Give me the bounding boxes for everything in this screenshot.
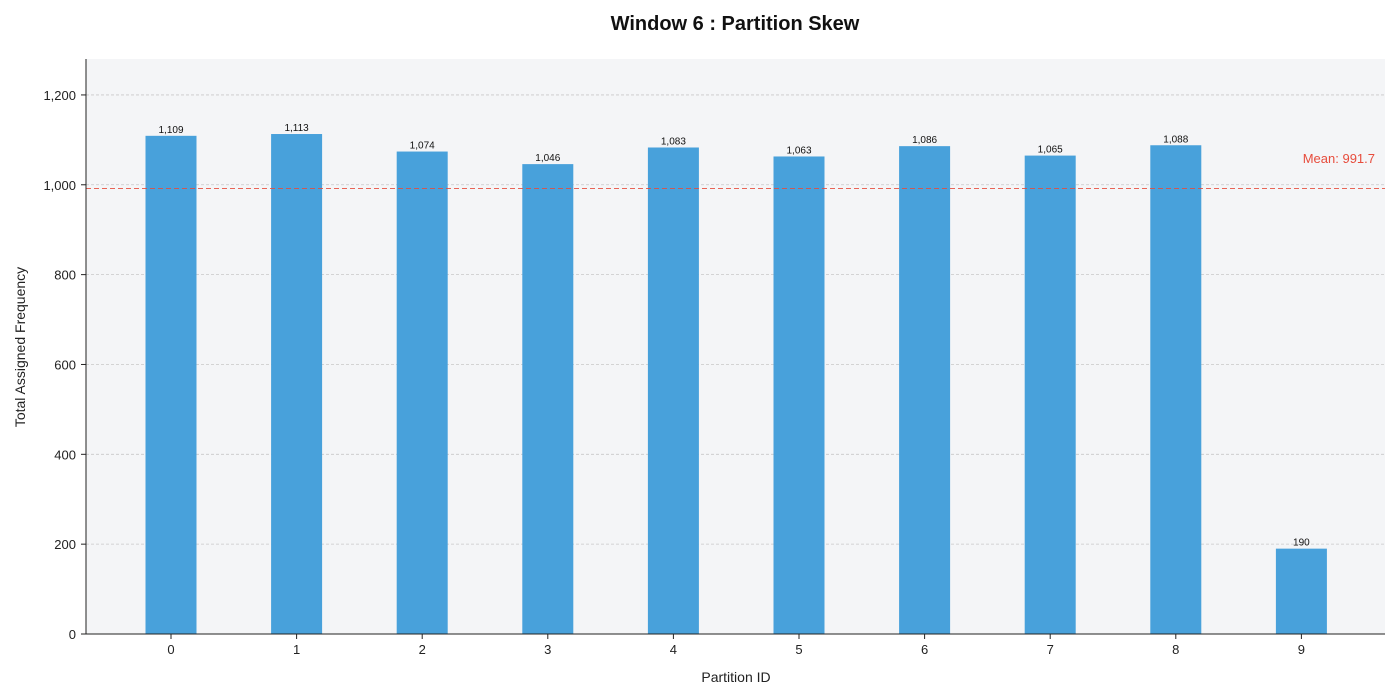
x-tick-label: 9 (1298, 642, 1305, 657)
bar (396, 151, 448, 634)
bar-value-label: 1,083 (661, 136, 686, 147)
bar (1275, 548, 1327, 634)
bar (271, 134, 323, 634)
x-tick-label: 7 (1047, 642, 1054, 657)
bar (899, 146, 951, 634)
bar (1024, 155, 1076, 634)
y-tick-label: 400 (54, 447, 76, 462)
bar-value-label: 1,063 (786, 145, 811, 156)
bar (145, 135, 197, 634)
x-axis-title: Partition ID (701, 669, 770, 685)
x-tick-label: 3 (544, 642, 551, 657)
bar-value-label: 1,046 (535, 153, 560, 164)
bar-value-label: 1,109 (158, 125, 183, 136)
bar (1150, 145, 1202, 634)
x-tick-label: 4 (670, 642, 677, 657)
chart-title: Window 6 : Partition Skew (611, 13, 860, 35)
x-tick-label: 5 (795, 642, 802, 657)
x-tick-label: 8 (1172, 642, 1179, 657)
bar-value-label: 1,074 (410, 141, 435, 152)
x-tick-label: 0 (167, 642, 174, 657)
bar (773, 156, 825, 634)
y-tick-label: 600 (54, 357, 76, 372)
y-tick-label: 800 (54, 268, 76, 283)
bars (145, 134, 1327, 634)
x-tick-label: 2 (419, 642, 426, 657)
bar-value-label: 1,113 (284, 123, 309, 134)
y-tick-label: 1,200 (43, 88, 76, 103)
y-tick-label: 1,000 (43, 178, 76, 193)
y-axis-title: Total Assigned Frequency (12, 267, 28, 427)
axes (85, 59, 1385, 635)
y-axis-ticks: 0 200 400 600 800 1,000 1,200 (43, 88, 86, 642)
x-axis-ticks: 0 1 2 3 4 5 6 7 8 9 (167, 634, 1305, 657)
mean-label: Mean: 991.7 (1303, 151, 1375, 166)
bar-value-label: 1,086 (912, 135, 937, 146)
bar-value-labels: 1,109 1,113 1,074 1,046 1,083 1,063 1,086 1,065… (158, 123, 1310, 549)
bar-value-label: 1,088 (1163, 134, 1188, 145)
bar (647, 147, 699, 634)
bar-value-label: 190 (1293, 538, 1310, 549)
x-tick-label: 6 (921, 642, 928, 657)
y-tick-label: 0 (69, 627, 76, 642)
bar (522, 164, 574, 634)
bar-value-label: 1,065 (1038, 145, 1063, 156)
x-tick-label: 1 (293, 642, 300, 657)
y-tick-label: 200 (54, 537, 76, 552)
